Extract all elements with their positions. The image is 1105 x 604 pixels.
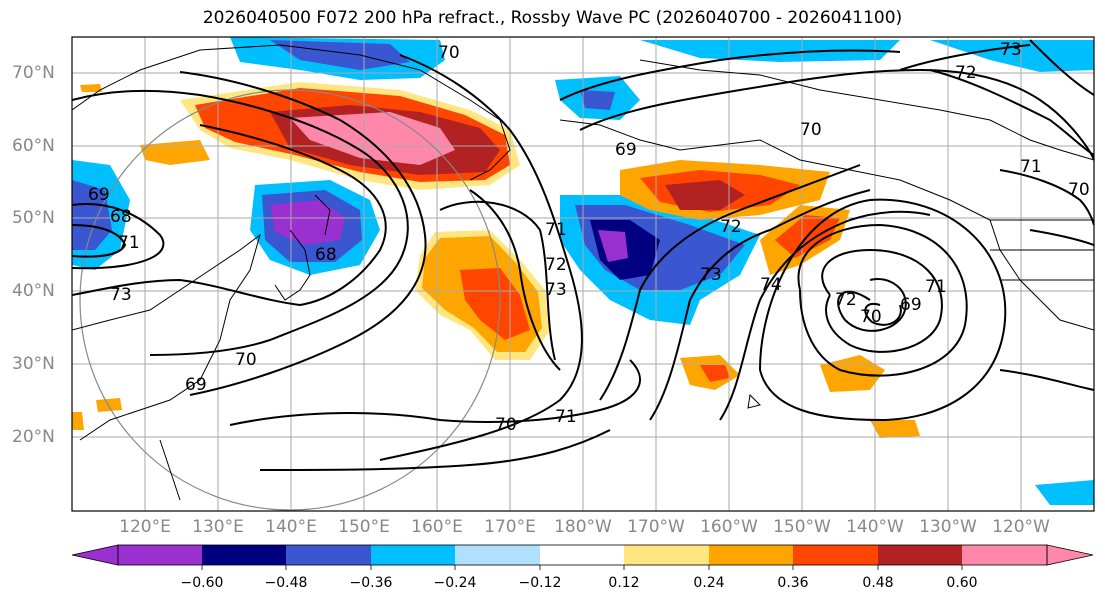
negative-shading	[270, 40, 410, 70]
lon-label: 130°E	[192, 517, 244, 537]
lon-label: 160°E	[411, 517, 463, 537]
contour-label: 72	[545, 255, 567, 275]
colorbar-segment	[709, 545, 793, 565]
colorbar-tick-label: −0.60	[180, 575, 224, 591]
lat-label: 70°N	[12, 63, 55, 83]
contour-label: 69	[615, 140, 637, 160]
contour-label: 72	[835, 290, 857, 310]
colorbar-segment	[878, 545, 962, 565]
colorbar-tick-label: −0.48	[264, 575, 308, 591]
lat-label: 40°N	[12, 281, 55, 301]
lon-label: 150°E	[338, 517, 390, 537]
contour-label: 73	[1000, 40, 1022, 60]
colorbar-segment	[793, 545, 878, 565]
contour-label: 68	[110, 207, 132, 227]
negative-shading	[580, 90, 615, 110]
graticule	[72, 37, 1094, 511]
positive-shading	[700, 365, 730, 382]
contour-label: 69	[88, 185, 110, 205]
colorbar-tick-label: −0.12	[518, 575, 562, 591]
contour-label: 69	[900, 295, 922, 315]
positive-shading	[290, 112, 455, 165]
negative-shading	[640, 40, 900, 62]
contour-label: 71	[925, 277, 947, 297]
contour-lines	[72, 39, 1094, 471]
contour-label: 71	[118, 233, 140, 253]
lat-label: 50°N	[12, 208, 55, 228]
positive-shading	[870, 420, 920, 438]
positive-shading	[460, 268, 530, 340]
contour-label: 71	[555, 407, 577, 427]
negative-shading	[72, 180, 112, 250]
contour-label: 73	[110, 285, 132, 305]
contour-label: 72	[720, 217, 742, 237]
colorbar-tick-label: 0.12	[608, 575, 640, 591]
reference-circle	[79, 89, 501, 511]
lon-label: 140°E	[265, 517, 317, 537]
colorbar-segment	[962, 545, 1047, 565]
colorbar-tick-label: −0.36	[349, 575, 393, 591]
positive-shading	[96, 398, 122, 412]
map-frame	[71, 36, 1095, 512]
positive-shading	[665, 180, 745, 210]
colorbar	[71, 544, 1094, 570]
colorbar-segment	[202, 545, 286, 565]
contour-label: 73	[700, 265, 722, 285]
lon-label: 180°W	[554, 517, 612, 537]
contour-label: 70	[860, 307, 882, 327]
contour-label: 70	[1068, 180, 1090, 200]
negative-shading	[270, 200, 345, 245]
lon-label: 160°W	[700, 517, 758, 537]
lat-label: 60°N	[12, 136, 55, 156]
contour-label: 68	[315, 245, 337, 265]
colorbar-segment	[455, 545, 540, 565]
negative-shading	[598, 230, 628, 262]
colorbar-segment	[540, 545, 624, 565]
lon-label: 150°W	[773, 517, 831, 537]
lat-label: 30°N	[12, 354, 55, 374]
contour-label: 70	[495, 415, 517, 435]
lon-label: 120°W	[992, 517, 1050, 537]
colorbar-segment	[371, 545, 455, 565]
colorbar-segment	[624, 545, 709, 565]
contour-label: 73	[545, 280, 567, 300]
coastlines	[72, 44, 1094, 501]
contour-label: 72	[955, 63, 977, 83]
colorbar-tick-label: 0.36	[777, 575, 809, 591]
colorbar-tick-label: 0.60	[946, 575, 978, 591]
map-title: 2026040500 F072 200 hPa refract., Rossby…	[202, 8, 903, 28]
contour-label: 70	[235, 350, 257, 370]
positive-shading	[72, 412, 84, 430]
colorbar-high-arrow	[1046, 544, 1094, 566]
contour-label: 70	[800, 120, 822, 140]
lon-label: 140°W	[846, 517, 904, 537]
lon-label: 130°W	[919, 517, 977, 537]
contour-label: 71	[545, 220, 567, 240]
lon-label: 170°E	[484, 517, 536, 537]
contour-label: 71	[1020, 157, 1042, 177]
lat-label: 20°N	[12, 427, 55, 447]
positive-shading	[80, 84, 102, 92]
contour-label: 69	[185, 375, 207, 395]
colorbar-tick-label: 0.48	[862, 575, 894, 591]
negative-shading	[1035, 480, 1094, 505]
negative-shading	[930, 40, 1094, 72]
colorbar-segment	[118, 545, 202, 565]
lon-label: 170°W	[627, 517, 685, 537]
colorbar-low-arrow	[71, 544, 119, 566]
colorbar-tick-label: −0.24	[433, 575, 477, 591]
colorbar-segment	[286, 545, 371, 565]
lon-label: 120°E	[119, 517, 171, 537]
colorbar-tick-label: 0.24	[693, 575, 725, 591]
contour-label: 74	[760, 275, 782, 295]
contour-label: 70	[438, 43, 460, 63]
